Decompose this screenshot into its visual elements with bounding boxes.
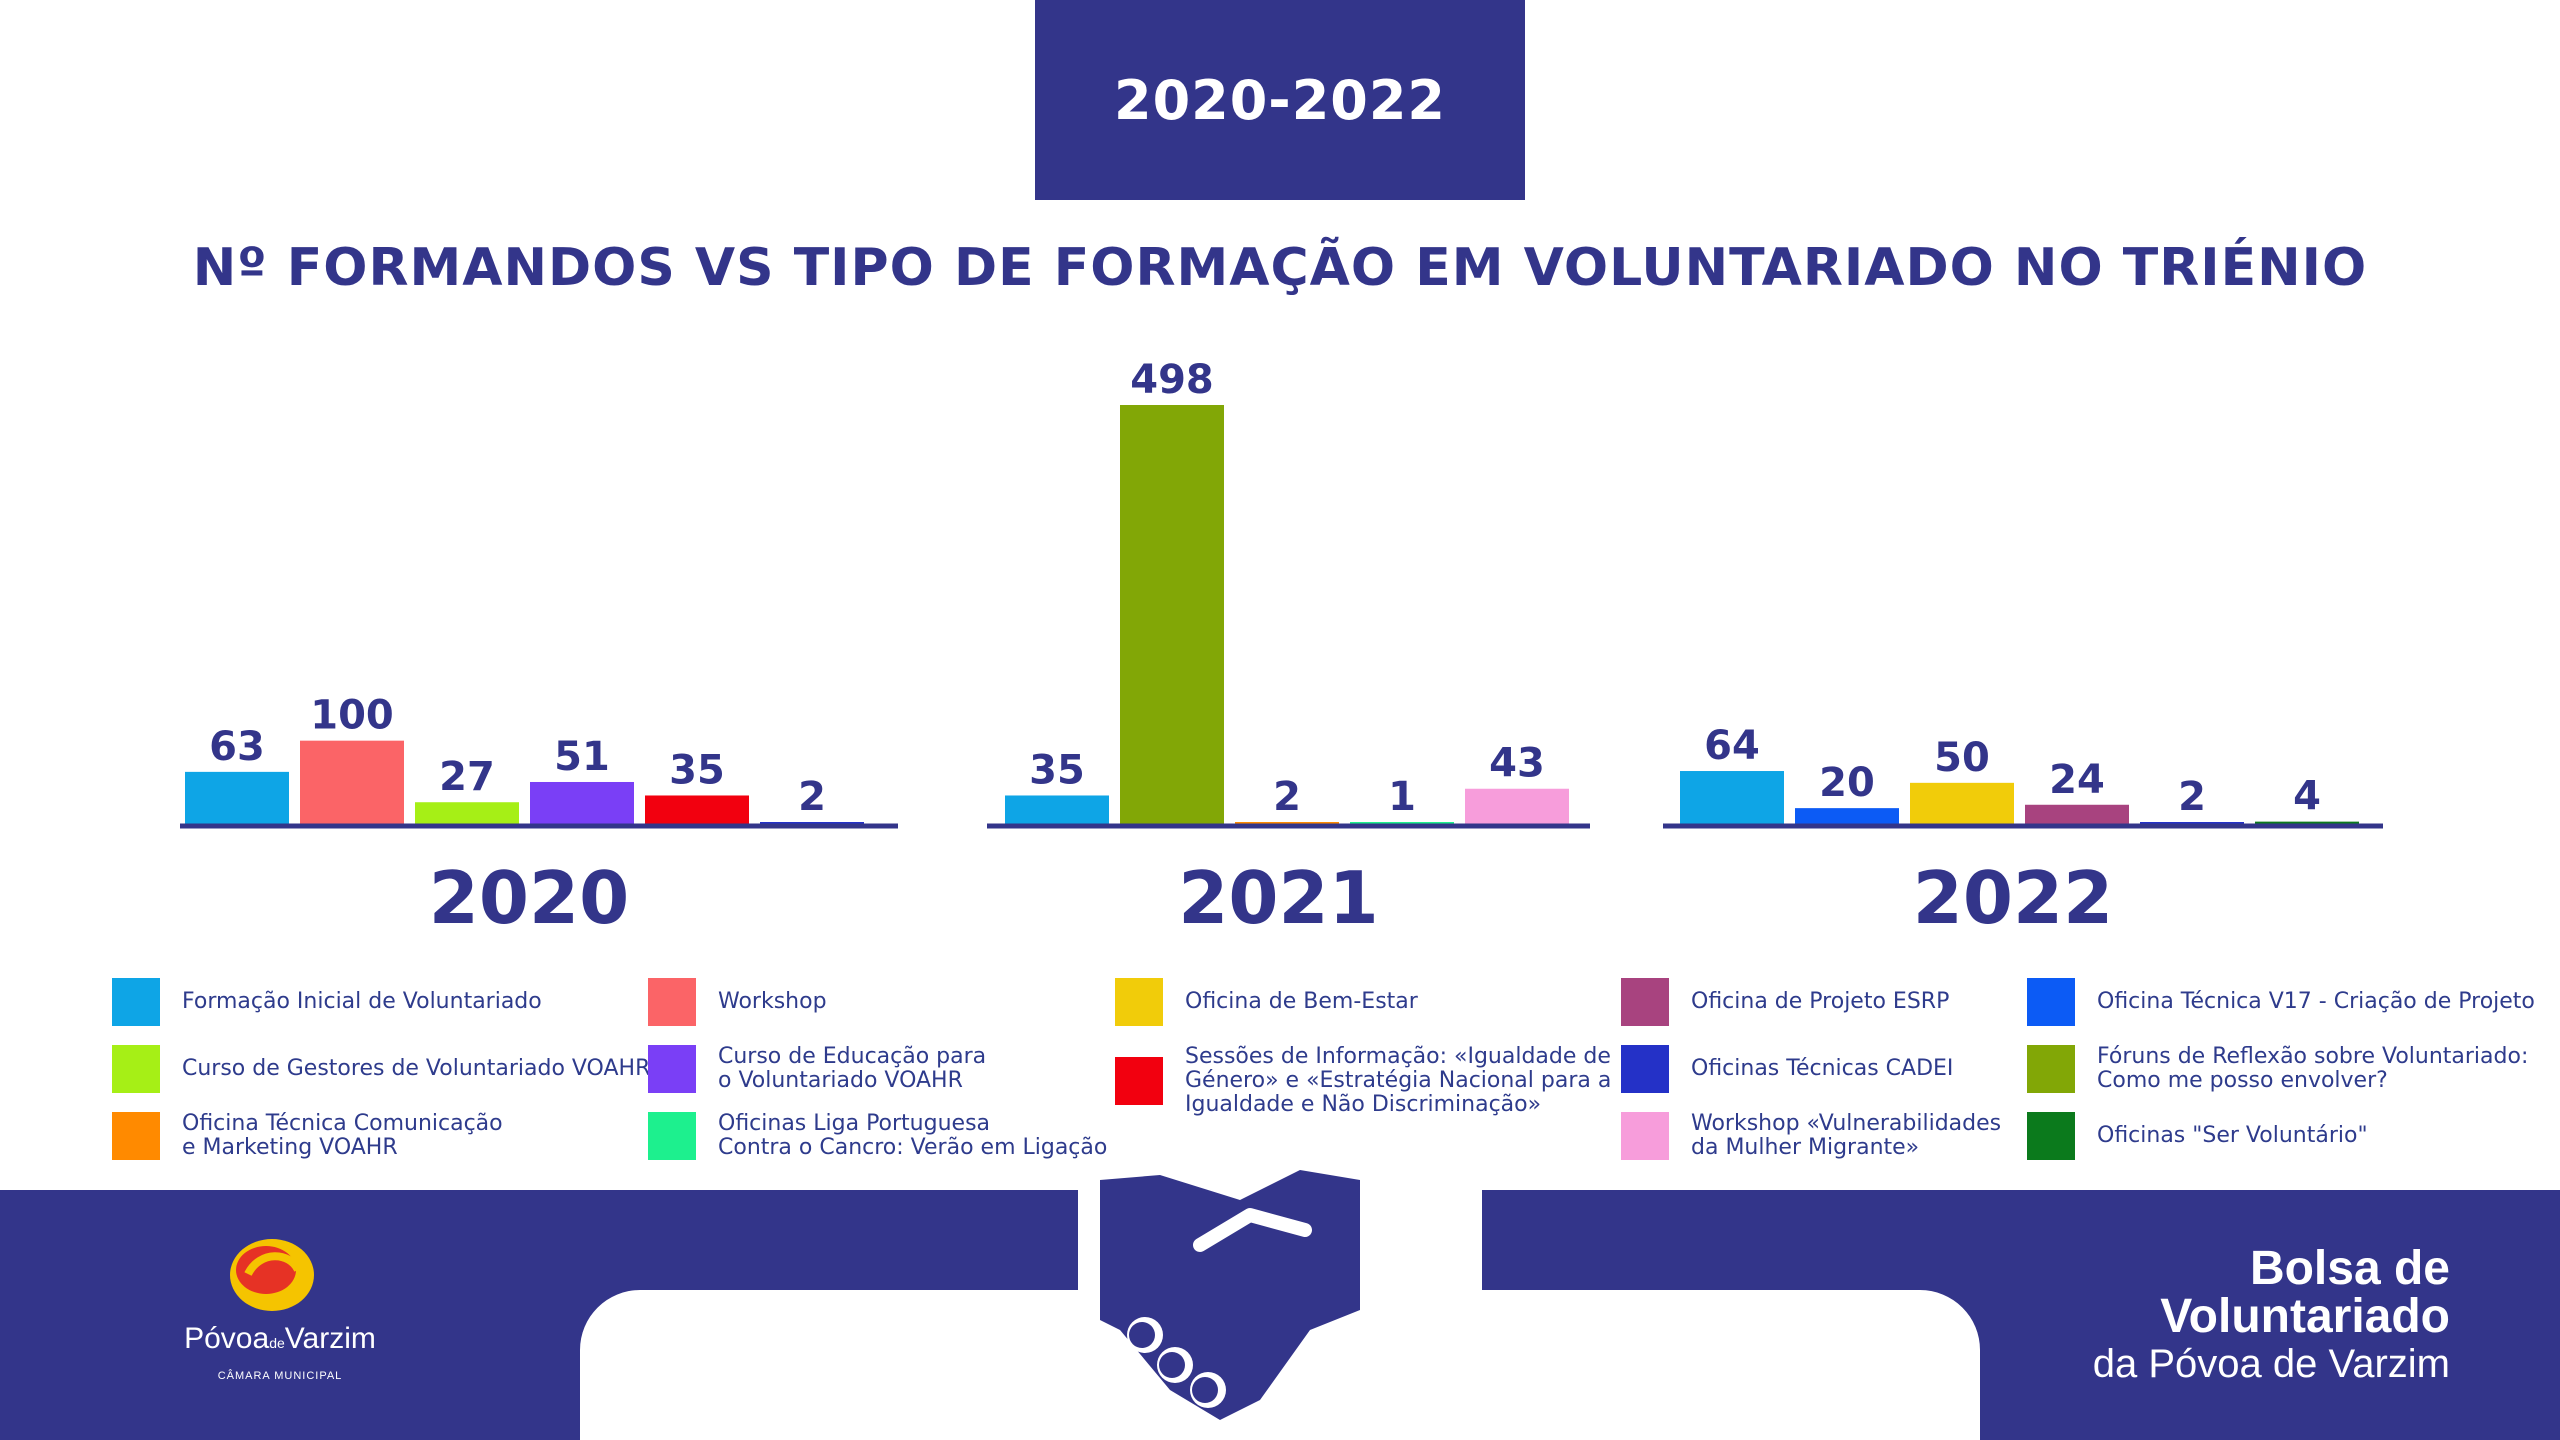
legend-label: Oficinas Liga Portuguesa Contra o Cancro… <box>718 1111 1108 1160</box>
legend-swatch <box>112 1112 160 1160</box>
data-label-2020-5: 2 <box>798 774 826 820</box>
legend-item: Fóruns de Reflexão sobre Voluntariado: C… <box>2027 1045 2528 1093</box>
legend-item: Oficina Técnica V17 - Criação de Projeto <box>2027 978 2535 1026</box>
legend-item: Workshop <box>648 978 827 1026</box>
legend-item: Oficinas Técnicas CADEI <box>1621 1045 1953 1093</box>
legend-swatch <box>2027 1112 2075 1160</box>
legend-label: Workshop <box>718 989 827 1014</box>
bar-2020-4 <box>645 795 749 825</box>
legend-label: Curso de Educação para o Voluntariado VO… <box>718 1044 987 1093</box>
legend-item: Workshop «Vulnerabilidades da Mulher Mig… <box>1621 1112 2001 1160</box>
bar-2022-0 <box>1680 771 1784 825</box>
legend-item: Oficinas "Ser Voluntário" <box>2027 1112 2368 1160</box>
period-label: 2020-2022 <box>1114 68 1446 132</box>
legend-item: Formação Inicial de Voluntariado <box>112 978 542 1026</box>
data-label-2022-3: 24 <box>2049 757 2105 803</box>
year-label-2022: 2022 <box>1913 856 2113 940</box>
data-label-2021-3: 1 <box>1388 774 1416 820</box>
data-label-2022-4: 2 <box>2178 774 2206 820</box>
legend-item: Oficina de Bem-Estar <box>1115 978 1418 1026</box>
chart-title: Nº FORMANDOS VS TIPO DE FORMAÇÃO EM VOLU… <box>192 238 2368 298</box>
chart-group-2020: 63 100 27 51 35 2 2020 <box>180 693 898 940</box>
legend-label: Oficina de Bem-Estar <box>1185 989 1418 1014</box>
legend-label: Workshop «Vulnerabilidades da Mulher Mig… <box>1691 1111 2002 1160</box>
data-label-2020-1: 100 <box>310 693 394 739</box>
legend-label: Oficina Técnica Comunicação e Marketing … <box>182 1111 503 1160</box>
data-label-2020-0: 63 <box>209 724 265 770</box>
legend-swatch <box>1621 1045 1669 1093</box>
legend-label: Oficinas "Ser Voluntário" <box>2097 1123 2368 1148</box>
legend-label: Curso de Gestores de Voluntariado VOAHR <box>182 1056 651 1081</box>
legend-swatch <box>2027 1045 2075 1093</box>
bar-2020-0 <box>185 771 289 825</box>
bar-2022-3 <box>2025 804 2129 825</box>
legend-swatch <box>648 1045 696 1093</box>
legend-swatch <box>648 1112 696 1160</box>
bar-2021-0 <box>1005 795 1109 825</box>
logo-emblem <box>230 1239 314 1311</box>
year-label-2020: 2020 <box>429 856 629 940</box>
legend: Formação Inicial de Voluntariado Curso de… <box>0 940 2560 1160</box>
bar-2020-3 <box>530 781 634 825</box>
bar-2021-4 <box>1465 788 1569 825</box>
legend-label: Fóruns de Reflexão sobre Voluntariado: C… <box>2097 1044 2529 1093</box>
legend-item: Curso de Gestores de Voluntariado VOAHR <box>112 1045 650 1093</box>
year-label-2021: 2021 <box>1178 856 1378 940</box>
brand-block: Bolsa de Voluntariado da Póvoa de Varzim <box>2093 1245 2450 1387</box>
footer-right-shape <box>1482 1190 2560 1440</box>
legend-swatch <box>1115 1057 1163 1105</box>
data-label-2021-0: 35 <box>1029 747 1085 793</box>
data-label-2020-3: 51 <box>554 734 610 780</box>
data-label-2021-4: 43 <box>1489 741 1545 787</box>
legend-item: Sessões de Informação: «Igualdade de Gén… <box>1115 1045 1611 1117</box>
legend-swatch <box>1115 978 1163 1026</box>
legend-swatch <box>112 1045 160 1093</box>
bar-2020-2 <box>415 802 519 825</box>
legend-item: Oficina Técnica Comunicação e Marketing … <box>112 1112 503 1160</box>
bar-2022-5 <box>2255 821 2359 825</box>
legend-label: Sessões de Informação: «Igualdade de Gén… <box>1185 1044 1612 1117</box>
data-label-2022-0: 64 <box>1704 723 1760 769</box>
brand-line-3: da Póvoa de Varzim <box>2092 1342 2450 1386</box>
legend-swatch <box>1621 978 1669 1026</box>
data-label-2021-2: 2 <box>1273 774 1301 820</box>
legend-swatch <box>648 978 696 1026</box>
legend-label: Oficina de Projeto ESRP <box>1691 989 1950 1014</box>
chart-group-2021: 35 498 2 1 43 2021 <box>987 357 1590 940</box>
legend-item: Curso de Educação para o Voluntariado VO… <box>648 1045 986 1093</box>
data-label-2020-4: 35 <box>669 747 725 793</box>
legend-swatch <box>112 978 160 1026</box>
data-label-2021-1: 498 <box>1130 357 1214 403</box>
logo-subtitle: CÂMARA MUNICIPAL <box>217 1370 343 1382</box>
data-label-2022-2: 50 <box>1934 735 1990 781</box>
legend-label: Oficina Técnica V17 - Criação de Projeto <box>2097 989 2535 1014</box>
logo-text: PóvoadeVarzim <box>184 1322 376 1355</box>
handshake-icon <box>1100 1170 1360 1420</box>
data-label-2022-1: 20 <box>1819 760 1875 806</box>
bar-2021-1 <box>1120 405 1224 825</box>
brand-line-1: Bolsa de <box>2249 1242 2450 1295</box>
legend-label: Formação Inicial de Voluntariado <box>182 989 542 1014</box>
legend-swatch <box>2027 978 2075 1026</box>
bar-2022-1 <box>1795 808 1899 825</box>
period-header: 2020-2022 <box>1035 0 1525 200</box>
legend-label: Oficinas Técnicas CADEI <box>1691 1056 1954 1081</box>
povoa-de-varzim-logo: PóvoadeVarzim CÂMARA MUNICIPAL <box>160 1230 400 1400</box>
data-label-2022-5: 4 <box>2293 774 2321 820</box>
bar-2022-2 <box>1910 782 2014 825</box>
legend-item: Oficinas Liga Portuguesa Contra o Cancro… <box>648 1112 1107 1160</box>
legend-item: Oficina de Projeto ESRP <box>1621 978 1949 1026</box>
brand-line-2: Voluntariado <box>2160 1290 2450 1343</box>
legend-swatch <box>1621 1112 1669 1160</box>
data-label-2020-2: 27 <box>439 754 495 800</box>
bar-2020-1 <box>300 740 404 825</box>
